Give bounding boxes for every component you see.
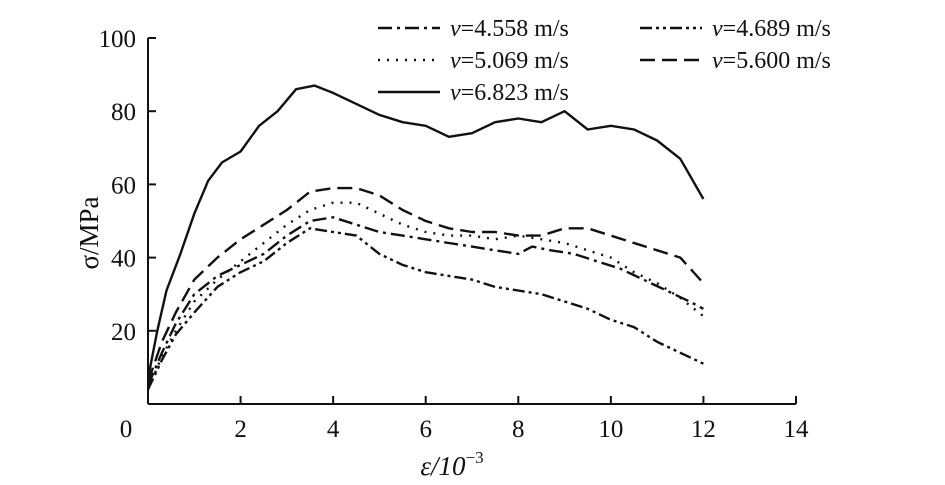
x-tick-label: 12 [691, 416, 716, 443]
legend-symbol: v [450, 48, 461, 74]
x-axis-title-exponent: −3 [466, 448, 484, 467]
x-tick-label: 6 [419, 416, 432, 443]
legend-symbol: v [712, 16, 723, 42]
axes: 0 2 4 6 8 10 12 14 20 40 60 80 100 ε/10−3 σ/MPa [74, 26, 809, 481]
legend-symbol: v [450, 16, 461, 42]
series-line-2 [146, 201, 705, 390]
y-axis-title: σ/MPa [74, 196, 104, 269]
legend-name: =6.823 m/s [461, 80, 569, 106]
legend-symbol: v [450, 80, 461, 106]
legend-label-1: v=4.689 m/s [712, 16, 831, 42]
legend-name: =5.069 m/s [461, 48, 569, 74]
y-tick-label: 20 [111, 319, 136, 346]
legend-name: =4.689 m/s [723, 16, 831, 42]
series-layer [146, 84, 705, 390]
x-axis-title-text: ε/10 [420, 451, 466, 481]
series-line-3 [146, 186, 705, 383]
y-tick-label: 40 [111, 246, 136, 273]
legend: v=4.558 m/s v=4.689 m/sv=5.069 m/s v=5.600… [378, 16, 831, 106]
legend-symbol: v [712, 48, 723, 74]
x-tick-label: 8 [512, 416, 525, 443]
series-line-0 [146, 216, 704, 387]
legend-name: =5.600 m/s [723, 48, 831, 74]
legend-label-4: v=6.823 m/s [450, 80, 569, 106]
series-line-1 [146, 227, 704, 390]
y-tick-label: 60 [111, 172, 136, 199]
y-tick-label: 100 [99, 26, 137, 53]
legend-label-0: v=4.558 m/s [450, 16, 569, 42]
legend-label-2: v=5.069 m/s [450, 48, 569, 74]
legend-name: =4.558 m/s [461, 16, 569, 42]
x-tick-label: 0 [120, 416, 133, 443]
legend-label-3: v=5.600 m/s [712, 48, 831, 74]
x-tick-label: 2 [234, 416, 247, 443]
y-tick-label: 80 [111, 99, 136, 126]
series-line-4 [146, 84, 705, 379]
x-axis-title: ε/10−3 [420, 448, 483, 481]
x-tick-label: 4 [327, 416, 340, 443]
x-tick-label: 14 [784, 416, 810, 443]
x-tick-label: 10 [598, 416, 623, 443]
